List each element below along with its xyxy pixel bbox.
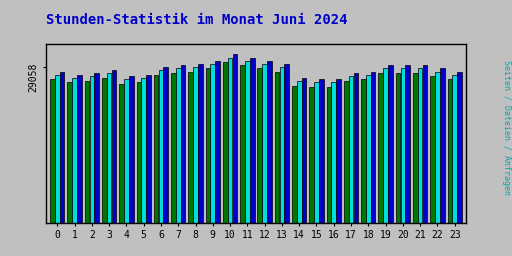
Bar (228, 58, 232, 223)
Bar (60, 72, 65, 223)
Bar (406, 65, 410, 223)
Bar (176, 68, 181, 223)
Bar (422, 65, 428, 223)
Bar (210, 64, 215, 223)
Bar (102, 78, 106, 223)
Bar (353, 73, 358, 223)
Bar (453, 75, 457, 223)
Bar (119, 84, 124, 223)
Bar (68, 82, 72, 223)
Bar (193, 67, 198, 223)
Bar (297, 81, 302, 223)
Bar (371, 72, 375, 223)
Bar (413, 73, 418, 223)
Bar (240, 65, 245, 223)
Bar (112, 70, 116, 223)
Bar (245, 61, 250, 223)
Bar (336, 79, 341, 223)
Bar (440, 68, 444, 223)
Bar (223, 62, 227, 223)
Bar (84, 81, 90, 223)
Bar (378, 73, 383, 223)
Bar (124, 79, 129, 223)
Bar (400, 68, 405, 223)
Bar (331, 82, 336, 223)
Bar (285, 64, 289, 223)
Bar (137, 82, 141, 223)
Bar (55, 75, 59, 223)
Bar (388, 65, 393, 223)
Bar (171, 73, 176, 223)
Bar (361, 79, 366, 223)
Bar (349, 76, 353, 223)
Bar (94, 73, 99, 223)
Bar (292, 86, 296, 223)
Bar (447, 79, 452, 223)
Bar (435, 72, 440, 223)
Bar (430, 76, 435, 223)
Bar (50, 79, 55, 223)
Bar (302, 78, 306, 223)
Bar (206, 68, 210, 223)
Bar (319, 79, 324, 223)
Bar (366, 75, 371, 223)
Bar (280, 67, 284, 223)
Bar (72, 78, 77, 223)
Bar (250, 58, 254, 223)
Text: Seiten / Dateien / Anfragen: Seiten / Dateien / Anfragen (502, 60, 511, 196)
Bar (275, 72, 280, 223)
Bar (396, 73, 400, 223)
Bar (457, 72, 462, 223)
Bar (163, 67, 168, 223)
Bar (232, 55, 237, 223)
Bar (262, 64, 267, 223)
Bar (107, 73, 112, 223)
Bar (418, 68, 422, 223)
Bar (129, 76, 134, 223)
Bar (141, 78, 146, 223)
Bar (216, 61, 220, 223)
Bar (383, 68, 388, 223)
Bar (146, 75, 151, 223)
Text: Stunden-Statistik im Monat Juni 2024: Stunden-Statistik im Monat Juni 2024 (46, 13, 348, 27)
Bar (258, 68, 262, 223)
Bar (314, 82, 319, 223)
Bar (90, 76, 94, 223)
Bar (267, 61, 272, 223)
Bar (327, 87, 331, 223)
Bar (309, 87, 314, 223)
Bar (198, 64, 203, 223)
Bar (181, 65, 185, 223)
Bar (344, 81, 349, 223)
Bar (154, 75, 159, 223)
Bar (77, 75, 82, 223)
Bar (188, 72, 193, 223)
Bar (159, 70, 163, 223)
